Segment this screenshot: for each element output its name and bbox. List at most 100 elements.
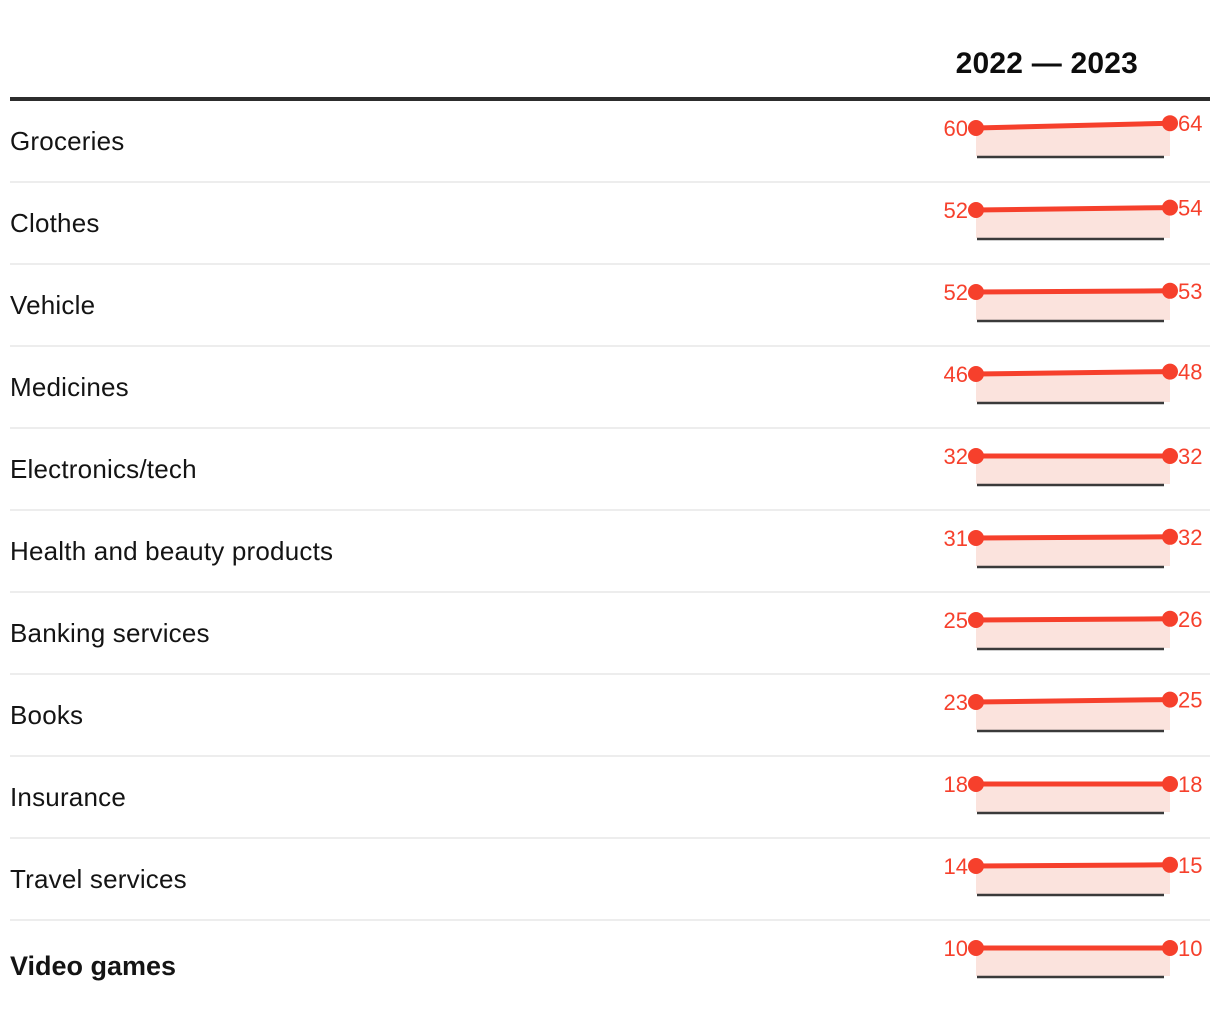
trend-dot-2022: [968, 940, 984, 956]
trend-dot-2022: [968, 202, 984, 218]
trend-dot-2023: [1162, 610, 1178, 627]
trend-line: [973, 288, 1173, 295]
trend-sparkline: 32 32: [930, 429, 1210, 491]
table-header: 2022 — 2023: [10, 0, 1210, 101]
trend-line: [973, 205, 1173, 213]
category-rows: Groceries 60 64 Clothes 52 54: [10, 101, 1210, 1012]
trend-dot-2022: [968, 612, 984, 628]
trend-fill: [976, 290, 1170, 320]
trend-dot-2023: [1162, 199, 1178, 216]
value-2023: 32: [1178, 525, 1202, 550]
trend-dot-2022: [968, 858, 984, 874]
trend-sparkline: 10 10: [930, 921, 1210, 983]
value-2022: 23: [944, 690, 968, 715]
sparkline-svg: 46 48: [944, 360, 1202, 405]
value-2023: 10: [1178, 936, 1202, 961]
trend-fill: [976, 207, 1170, 238]
trend-dot-2022: [968, 366, 984, 382]
sparkline-svg: 25 26: [944, 607, 1202, 651]
value-2022: 25: [944, 608, 968, 633]
category-label: Insurance: [10, 781, 126, 812]
category-label: Electronics/tech: [10, 453, 197, 484]
trend-dot-2023: [1162, 528, 1178, 545]
sparkline-svg: 10 10: [944, 936, 1202, 979]
trend-dot-2023: [1162, 691, 1178, 708]
table-row: Clothes 52 54: [10, 183, 1210, 265]
trend-fill: [976, 456, 1170, 484]
trend-dot-2022: [968, 448, 984, 464]
trend-sparkline: 31 32: [930, 511, 1210, 573]
table-row: Health and beauty products 31 32: [10, 511, 1210, 593]
sparkline-svg: 52 54: [944, 196, 1202, 241]
trend-sparkline: 46 48: [930, 347, 1210, 409]
trend-sparkline: 14 15: [930, 839, 1210, 901]
value-2023: 32: [1178, 444, 1202, 469]
trend-sparkline: 52 54: [930, 183, 1210, 245]
trend-fill: [976, 371, 1170, 402]
trend-sparkline: 52 53: [930, 265, 1210, 327]
sparkline-svg: 52 53: [944, 279, 1202, 323]
trend-sparkline: 23 25: [930, 675, 1210, 737]
value-2023: 53: [1178, 279, 1202, 304]
trend-line: [973, 534, 1173, 541]
value-2022: 14: [944, 854, 968, 879]
trend-fill: [976, 618, 1170, 648]
category-label: Groceries: [10, 125, 125, 156]
value-2022: 60: [944, 116, 968, 141]
value-2023: 18: [1178, 772, 1202, 797]
value-2023: 48: [1178, 360, 1202, 385]
trend-fill: [976, 123, 1170, 156]
value-2023: 64: [1178, 111, 1202, 136]
trend-line: [973, 369, 1173, 377]
trend-dot-2023: [1162, 856, 1178, 873]
trend-dot-2022: [968, 120, 984, 136]
trend-dot-2022: [968, 530, 984, 546]
value-2023: 26: [1178, 607, 1202, 632]
table-row: Insurance 18 18: [10, 757, 1210, 839]
trend-fill: [976, 864, 1170, 894]
category-label: Travel services: [10, 863, 187, 894]
value-2022: 52: [944, 280, 968, 305]
table-row: Vehicle 52 53: [10, 265, 1210, 347]
value-2022: 18: [944, 772, 968, 797]
table-row: Books 23 25: [10, 675, 1210, 757]
sparkline-svg: 31 32: [944, 525, 1202, 569]
trend-line: [973, 120, 1173, 131]
category-label: Vehicle: [10, 289, 96, 320]
trend-sparkline: 60 64: [930, 101, 1210, 163]
trend-dot-2022: [968, 776, 984, 792]
table-row: Electronics/tech 32 32: [10, 429, 1210, 511]
period-header: 2022 — 2023: [955, 47, 1138, 80]
table-row: Medicines 46 48: [10, 347, 1210, 429]
value-2022: 32: [944, 444, 968, 469]
value-2023: 25: [1178, 688, 1202, 713]
category-label: Books: [10, 699, 84, 730]
trend-dot-2022: [968, 284, 984, 300]
value-2022: 52: [944, 198, 968, 223]
trend-dot-2023: [1162, 940, 1178, 956]
trend-fill: [976, 536, 1170, 566]
trend-fill: [976, 699, 1170, 730]
value-2022: 31: [944, 526, 968, 551]
trend-line: [973, 616, 1173, 623]
table-row: Travel services 14 15: [10, 839, 1210, 921]
sparkline-svg: 18 18: [944, 772, 1202, 815]
category-label: Health and beauty products: [10, 535, 334, 566]
value-2023: 15: [1178, 853, 1202, 878]
trend-fill: [976, 784, 1170, 812]
trend-sparkline: 25 26: [930, 593, 1210, 655]
sparkline-svg: 60 64: [944, 111, 1202, 159]
sparkline-svg: 14 15: [944, 853, 1202, 897]
category-label: Video games: [10, 951, 177, 981]
sparkline-svg: 32 32: [944, 444, 1202, 487]
trend-dot-2023: [1162, 448, 1178, 464]
trend-dot-2022: [968, 694, 984, 710]
trend-line: [973, 697, 1173, 705]
value-2023: 54: [1178, 196, 1202, 221]
trend-dot-2023: [1162, 282, 1178, 299]
trend-dot-2023: [1162, 115, 1178, 132]
trend-dot-2023: [1162, 776, 1178, 792]
table-row: Banking services 25 26: [10, 593, 1210, 675]
trend-dot-2023: [1162, 363, 1178, 380]
